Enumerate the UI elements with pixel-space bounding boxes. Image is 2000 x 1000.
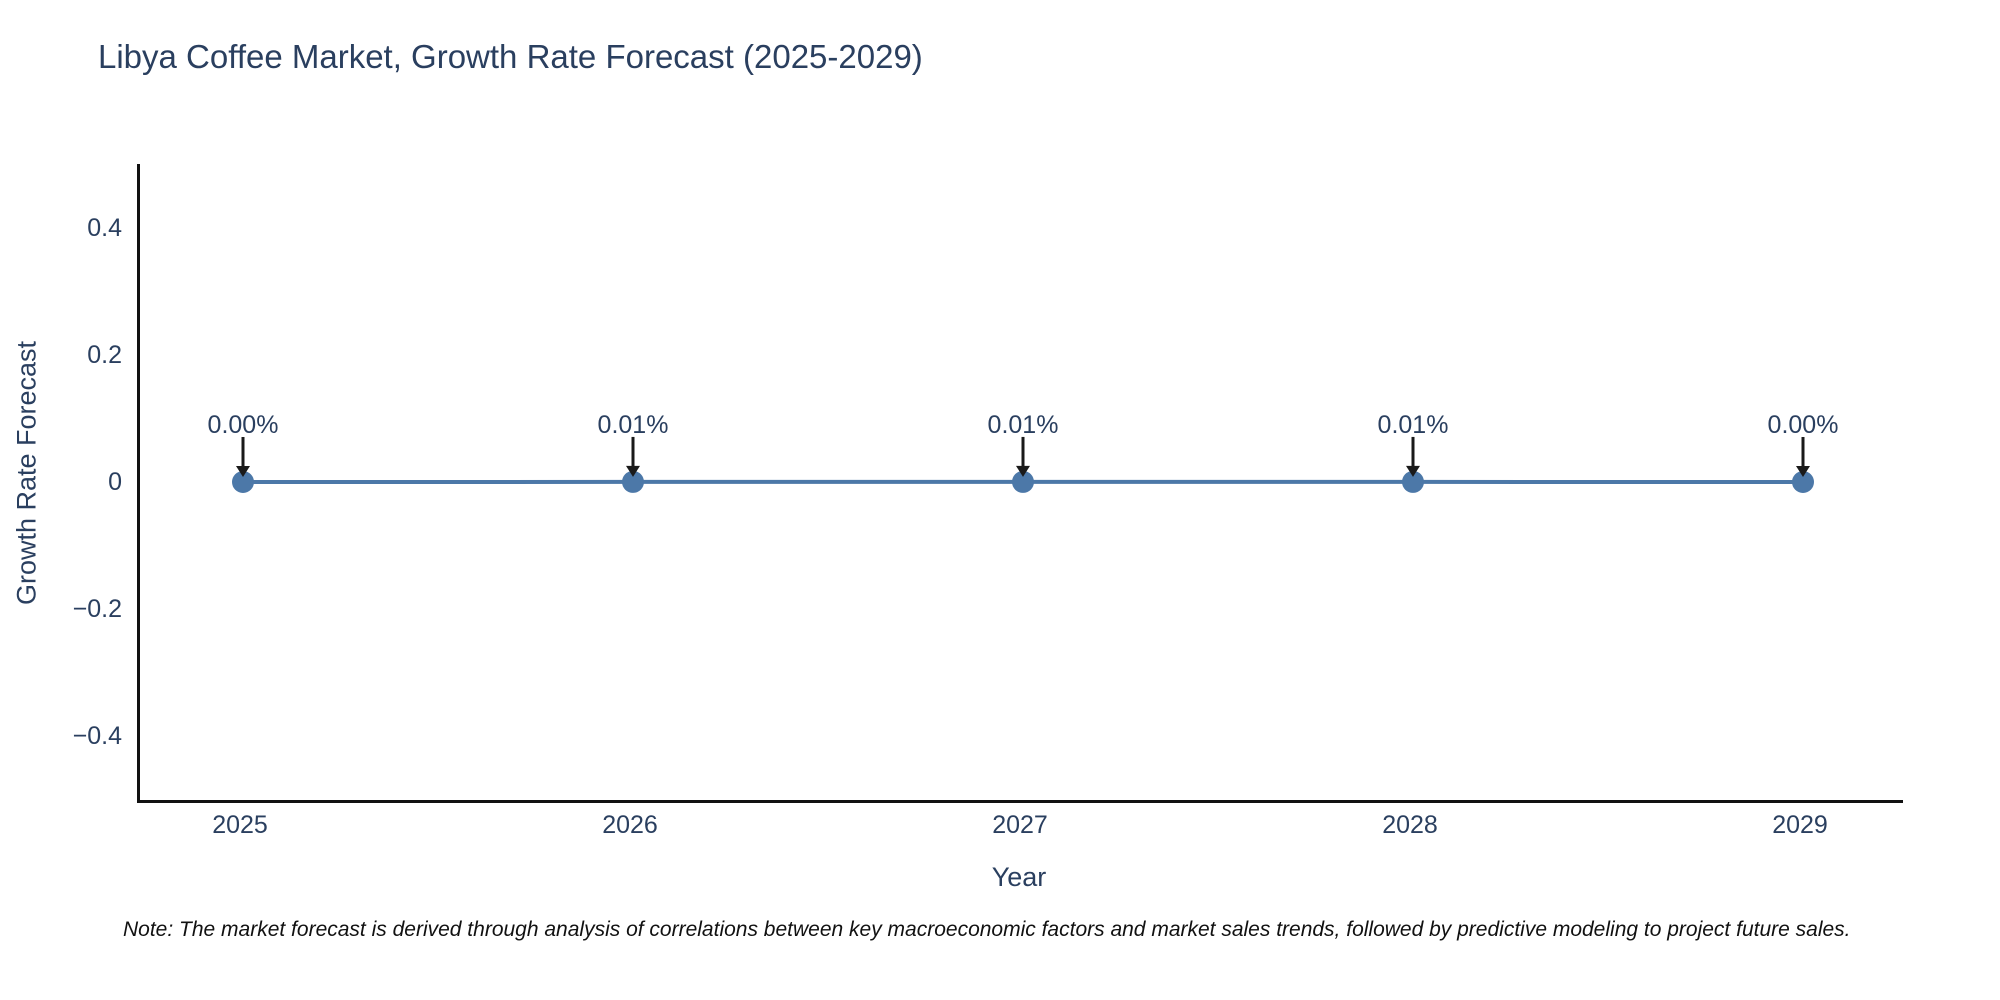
annotation-label: 0.00% xyxy=(1768,411,1839,439)
line-chart-canvas: 0.00% 0.01% 0.01% 0.01% 0.00% xyxy=(208,411,1839,493)
x-axis-title: Year xyxy=(991,862,1047,892)
x-tick-label: 2025 xyxy=(212,811,268,839)
y-tick-label: 0.4 xyxy=(87,213,122,242)
annotation-arrowhead xyxy=(626,465,640,477)
annotation-arrowhead xyxy=(1016,465,1030,477)
annotation-label: 0.01% xyxy=(988,411,1059,439)
x-tick-label: 2028 xyxy=(1382,811,1438,839)
annotation-label: 0.01% xyxy=(598,411,669,439)
x-tick-label: 2029 xyxy=(1772,811,1828,839)
y-tick-label: −0.2 xyxy=(72,595,122,624)
footnote: Note: The market forecast is derived thr… xyxy=(123,918,1851,941)
plot-area: 0.00% 0.01% 0.01% 0.01% 0.00% xyxy=(137,164,1903,803)
y-tick-label: −0.4 xyxy=(72,722,122,751)
annotation-arrowhead xyxy=(1406,465,1420,477)
chart-title: Libya Coffee Market, Growth Rate Forecas… xyxy=(98,38,923,75)
y-tick-label: 0 xyxy=(108,468,122,496)
data-point-marker xyxy=(232,471,254,493)
data-point-marker xyxy=(1012,470,1034,493)
annotation-label: 0.01% xyxy=(1378,411,1449,439)
y-tick-label: 0.2 xyxy=(87,340,122,369)
annotation-arrowhead xyxy=(236,466,250,477)
x-tick-label: 2026 xyxy=(602,811,658,839)
x-tick-label: 2027 xyxy=(992,811,1048,839)
data-point-marker xyxy=(622,470,644,493)
annotation-label: 0.00% xyxy=(208,411,279,439)
annotation-arrowhead xyxy=(1796,466,1810,477)
data-point-marker xyxy=(1792,471,1814,493)
data-point-marker xyxy=(1402,470,1424,493)
